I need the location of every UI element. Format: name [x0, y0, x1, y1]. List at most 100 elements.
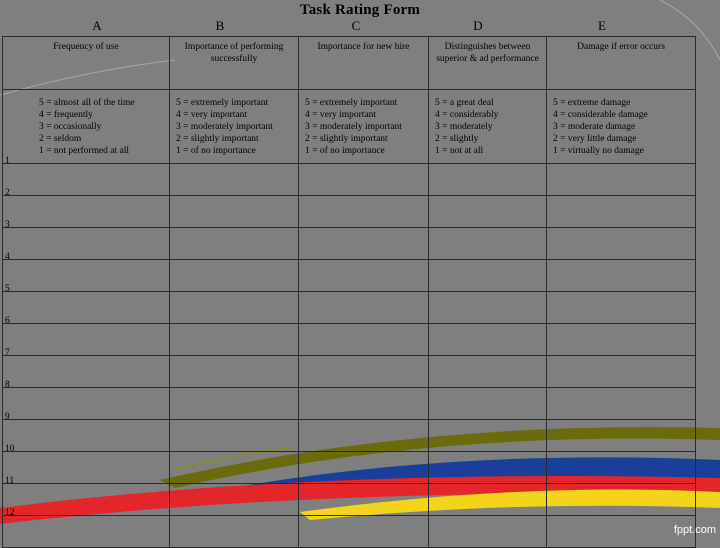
scale-line: 4 = very important	[305, 110, 377, 120]
rating-cell[interactable]	[169, 451, 299, 484]
scale-row: 5 = almost all of the time 4 = frequentl…	[2, 89, 696, 164]
scale-line: 5 = extreme damage	[553, 98, 631, 108]
rating-cell[interactable]	[428, 291, 547, 324]
task-row: 6	[2, 316, 696, 356]
row-number: 5	[5, 284, 10, 294]
scale-line: 1 = virtually no damage	[553, 146, 644, 156]
row-number: 6	[5, 316, 10, 326]
rating-cell[interactable]	[428, 195, 547, 228]
row-number-cell: 10	[2, 444, 170, 484]
header-e: Damage if error occurs	[546, 36, 696, 90]
row-number-cell: 12	[2, 508, 170, 548]
row-number: 2	[5, 188, 10, 198]
scale-line: 1 = not performed at all	[39, 146, 130, 156]
rating-cell[interactable]	[298, 163, 429, 196]
rating-cell[interactable]	[169, 515, 299, 548]
rating-cell[interactable]	[428, 259, 547, 292]
scale-line: 3 = moderately important	[305, 122, 402, 132]
rating-cell[interactable]	[428, 515, 547, 548]
rating-cell[interactable]	[546, 483, 696, 516]
scale-d: 5 = a great deal 4 = considerably 3 = mo…	[428, 89, 547, 164]
rating-cell[interactable]	[298, 451, 429, 484]
rating-cell[interactable]	[169, 419, 299, 452]
row-number-cell: 3	[2, 220, 170, 260]
rating-cell[interactable]	[298, 291, 429, 324]
scale-line: 4 = considerable damage	[553, 110, 648, 120]
scale-line: 1 = of no importance	[305, 146, 385, 156]
task-row: 3	[2, 220, 696, 260]
rating-cell[interactable]	[546, 323, 696, 356]
row-number-cell: 7	[2, 348, 170, 388]
scale-line: 2 = slightly important	[305, 134, 388, 144]
rating-cell[interactable]	[169, 227, 299, 260]
rating-cell[interactable]	[169, 323, 299, 356]
rating-cell[interactable]	[298, 195, 429, 228]
scale-line: 1 = not at all	[435, 146, 484, 156]
column-letter-c: C	[351, 18, 361, 33]
row-number-cell: 2	[2, 188, 170, 228]
rating-cell[interactable]	[546, 451, 696, 484]
rating-cell[interactable]	[546, 163, 696, 196]
rating-cell[interactable]	[546, 195, 696, 228]
rating-cell[interactable]	[298, 259, 429, 292]
task-row: 2	[2, 188, 696, 228]
rating-cell[interactable]	[546, 291, 696, 324]
rating-cell[interactable]	[428, 323, 547, 356]
row-number-cell: 11	[2, 476, 170, 516]
rating-cell[interactable]	[428, 163, 547, 196]
scale-line: 2 = very little damage	[553, 134, 637, 144]
scale-line: 5 = extremely important	[176, 98, 269, 108]
rating-cell[interactable]	[298, 323, 429, 356]
rating-cell[interactable]	[298, 419, 429, 452]
rating-cell[interactable]	[298, 355, 429, 388]
rating-cell[interactable]	[428, 483, 547, 516]
task-row: 10	[2, 444, 696, 484]
rating-cell[interactable]	[169, 291, 299, 324]
rating-cell[interactable]	[169, 483, 299, 516]
rating-cell[interactable]	[298, 387, 429, 420]
rating-cell[interactable]	[428, 451, 547, 484]
scale-line: 2 = slightly	[435, 134, 479, 144]
rating-cell[interactable]	[169, 387, 299, 420]
rating-cell[interactable]	[546, 419, 696, 452]
rating-cell[interactable]	[428, 387, 547, 420]
scale-line: 5 = almost all of the time	[39, 98, 135, 108]
rating-cell[interactable]	[546, 355, 696, 388]
rating-cell[interactable]	[169, 259, 299, 292]
row-number-cell: 8	[2, 380, 170, 420]
row-number-cell: 4	[2, 252, 170, 292]
rating-cell[interactable]	[428, 419, 547, 452]
rating-cell[interactable]	[428, 355, 547, 388]
task-row: 1	[2, 156, 696, 196]
rating-cell[interactable]	[546, 259, 696, 292]
scale-line: 3 = moderately	[435, 122, 493, 132]
rating-cell[interactable]	[169, 163, 299, 196]
column-letter-a: A	[92, 18, 102, 33]
rating-cell[interactable]	[428, 227, 547, 260]
rating-cell[interactable]	[298, 227, 429, 260]
row-number-cell: 6	[2, 316, 170, 356]
row-number: 10	[5, 444, 15, 454]
scale-line: 2 = slightly important	[176, 134, 259, 144]
rating-cell[interactable]	[546, 387, 696, 420]
rating-cell[interactable]	[169, 355, 299, 388]
scale-line: 3 = moderately important	[176, 122, 273, 132]
rating-cell[interactable]	[546, 227, 696, 260]
scale-b: 5 = extremely important 4 = very importa…	[169, 89, 299, 164]
scale-line: 4 = very important	[176, 110, 248, 120]
scale-line: 3 = occasionally	[39, 122, 102, 132]
rating-cell[interactable]	[298, 483, 429, 516]
task-row: 4	[2, 252, 696, 292]
rating-cell[interactable]	[169, 195, 299, 228]
task-row: 5	[2, 284, 696, 324]
rating-cell[interactable]	[298, 515, 429, 548]
scale-line: 2 = seldom	[39, 134, 82, 144]
column-letter-d: D	[473, 18, 483, 33]
scale-line: 3 = moderate damage	[553, 122, 636, 132]
row-number: 4	[5, 252, 10, 262]
header-c: Importance for new hire	[298, 36, 429, 90]
scale-a: 5 = almost all of the time 4 = frequentl…	[2, 89, 170, 164]
fppt-watermark: fppt.com	[673, 524, 716, 536]
row-number: 9	[5, 412, 10, 422]
column-letter-b: B	[215, 18, 225, 33]
